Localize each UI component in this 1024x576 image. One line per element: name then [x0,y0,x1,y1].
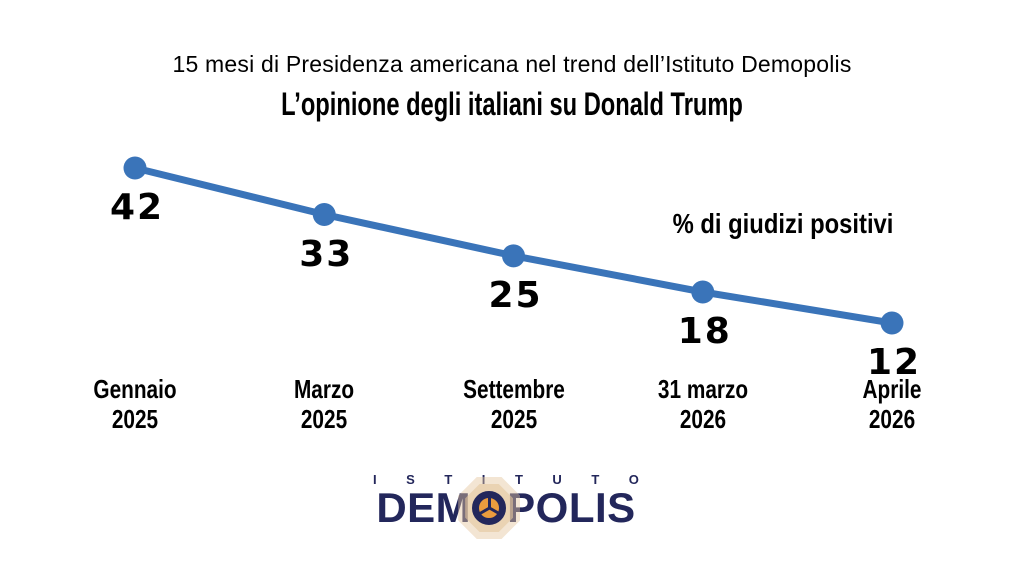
x-axis-label: Settembre 2025 [463,374,565,434]
logo-istituto-letter: T [514,472,523,487]
logo-text-right: POLIS [507,484,636,531]
logo-text-left: DEM [376,484,472,531]
value-label: 25 [488,274,543,316]
chart-subtitle: 15 mesi di Presidenza americana nel tren… [172,51,852,77]
globe-spoke-icon [487,496,491,508]
data-point [691,280,715,304]
logo-istituto-letter: U [552,472,562,487]
x-axis-label-line2: 2025 [111,404,159,434]
logo-istituto-letter: I [481,472,486,487]
logo-istituto-letter: T [444,472,453,487]
data-point [880,311,904,335]
series-annotation: % di giudizi positivi [672,208,894,239]
value-label: 18 [677,311,732,352]
logo-istituto-letter: S [406,472,415,487]
value-label: 12 [866,342,922,383]
x-axis-label-line1: Gennaio [93,374,177,404]
logo-istituto-letter: O [628,472,639,487]
x-axis-label-line1: Marzo [294,374,355,404]
value-label: 42 [109,187,165,228]
logo-demopolis-text: DEM POLIS [370,477,642,539]
x-axis-label-line2: 2026 [868,404,916,434]
x-axis-label-line1: 31 marzo [657,374,748,404]
x-axis-label: 31 marzo 2026 [658,374,748,434]
data-point [123,156,147,180]
data-point [502,244,525,268]
x-axis-label: Marzo 2025 [294,374,354,434]
demopolis-logo: I S T I T U T O DEM POLIS [370,473,642,539]
x-axis-label-line1: Settembre [462,374,565,404]
x-axis-label-line2: 2026 [679,404,726,434]
x-axis-label-line2: 2025 [490,404,537,434]
value-label: 33 [299,233,354,275]
logo-istituto-letter: T [591,472,600,487]
demopolis-globe-icon [458,477,521,539]
logo-istituto-letter: I [373,472,377,487]
chart-title: L’opinione degli italiani su Donald Trum… [281,86,743,122]
x-axis-label: Aprile 2026 [863,374,922,434]
x-axis-label: Gennaio 2025 [93,374,176,434]
x-axis-label-line2: 2025 [301,404,348,434]
data-point [312,203,336,226]
x-axis-label-line1: Aprile [862,374,922,404]
